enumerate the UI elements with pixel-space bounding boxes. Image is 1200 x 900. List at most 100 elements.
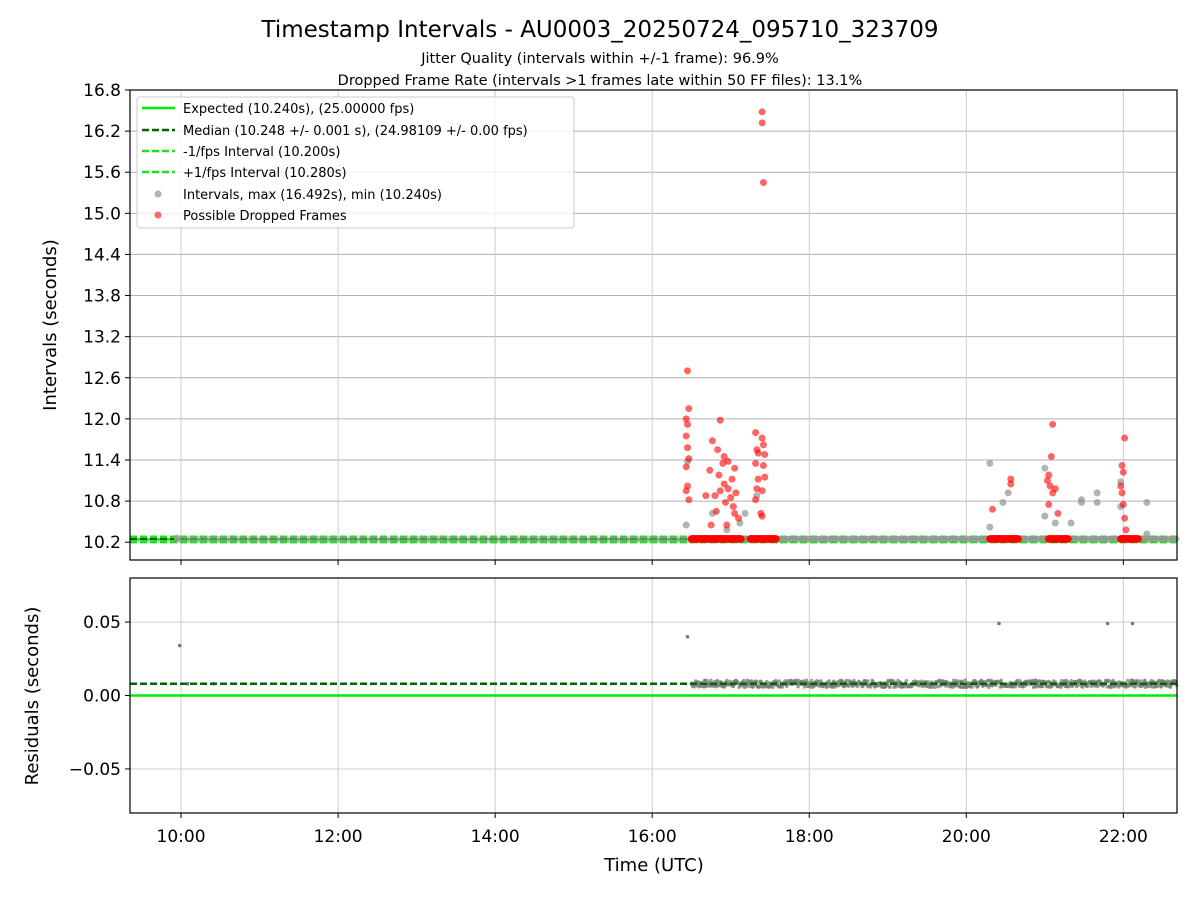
legend-box (136, 96, 575, 229)
interval-point (195, 535, 202, 542)
interval-point (404, 535, 411, 542)
interval-point (1093, 489, 1101, 497)
dropped-frame-point (685, 455, 693, 463)
dropped-frame-point (682, 415, 690, 423)
interval-point (1077, 498, 1085, 506)
residual-point (770, 685, 775, 690)
legend-dropped-label: Possible Dropped Frames (183, 209, 347, 224)
interval-point (535, 535, 542, 542)
residual-point (866, 679, 870, 683)
dropped-frame-point (1007, 475, 1015, 483)
interval-point (173, 534, 181, 542)
dropped-frame-point (682, 487, 690, 495)
residuals-y-axis-label: Residuals (seconds) (22, 607, 43, 786)
x-tick-label: 12:00 (314, 827, 363, 847)
intervals-y-tick-label: 10.2 (83, 533, 121, 553)
residual-point (777, 679, 782, 683)
dropped-frame-point (720, 453, 728, 461)
interval-point (362, 535, 369, 542)
interval-point (472, 535, 479, 542)
residual-point (709, 678, 713, 683)
interval-point (603, 535, 610, 542)
interval-point (336, 535, 343, 542)
residual-point (1159, 684, 1164, 689)
interval-point (352, 535, 359, 542)
dropped-frame-point (714, 446, 722, 454)
residual-point (1130, 621, 1135, 626)
residual-point (785, 684, 789, 689)
residual-point (751, 684, 756, 688)
interval-point (236, 535, 243, 542)
interval-point (571, 535, 578, 542)
dropped-frame-point (1118, 461, 1126, 469)
interval-point (467, 535, 474, 542)
residuals-x-axis: 10:00 12:00 14:00 16:00 18:00 20:00 22:00 (157, 813, 1148, 847)
interval-point (723, 526, 731, 534)
interval-point (1041, 512, 1049, 520)
interval-point (1004, 489, 1012, 497)
dropped-frame-point (732, 489, 740, 497)
interval-point (273, 535, 280, 542)
residual-point (933, 685, 938, 689)
x-tick-label: 14:00 (471, 827, 520, 847)
x-axis-label: Time (UTC) (603, 855, 704, 876)
interval-point (205, 535, 212, 542)
dropped-frame-point (1121, 434, 1129, 442)
dropped-frame-point (1118, 489, 1126, 497)
residual-point (846, 684, 851, 688)
interval-point (331, 535, 338, 542)
interval-point (325, 535, 332, 542)
interval-point (446, 535, 453, 542)
intervals-y-tick-label: 11.4 (83, 451, 121, 471)
interval-point (383, 535, 390, 542)
dropped-frame-point (723, 521, 731, 529)
interval-point (357, 535, 364, 542)
intervals-y-tick-label: 10.8 (83, 492, 121, 512)
intervals-plot-frame (129, 89, 1178, 561)
intervals-y-tick-label: 16.8 (83, 81, 121, 101)
interval-point (435, 535, 442, 542)
interval-point (320, 535, 327, 542)
interval-point (263, 535, 270, 542)
intervals-y-tick-label: 12.0 (83, 410, 121, 430)
intervals-panel: 10.2 10.8 11.4 12.0 12.6 13.2 13.8 14.4 15.0 15.6… (40, 81, 1180, 565)
interval-point (441, 535, 448, 542)
dropped-frame-point (759, 178, 767, 186)
dropped-frame-point (706, 466, 714, 474)
residual-point (827, 679, 832, 683)
interval-point (221, 535, 228, 542)
dropped-frame-point (716, 487, 724, 495)
dropped-frame-point (707, 521, 715, 529)
interval-point (619, 535, 626, 542)
interval-point (666, 535, 673, 542)
interval-point (284, 535, 291, 542)
residual-point (704, 678, 709, 683)
dropped-frame-point (724, 485, 732, 493)
dropped-frame-point (720, 480, 728, 488)
interval-point (294, 535, 301, 542)
intervals-y-tick-label: 14.4 (83, 245, 121, 265)
residuals-y-tick-label: 0.05 (83, 613, 121, 633)
interval-point (179, 535, 186, 542)
interval-point (598, 535, 605, 542)
dropped-frame-point (684, 420, 692, 428)
dropped-frame-point (1047, 453, 1055, 461)
dropped-frame-point (702, 492, 710, 500)
interval-point (1067, 519, 1075, 527)
dropped-frame-point (1043, 477, 1051, 485)
dropped-frame-point (716, 416, 724, 424)
dropped-frame-point (729, 503, 737, 511)
interval-point (986, 459, 994, 467)
interval-point (660, 535, 667, 542)
residual-point (755, 679, 759, 684)
intervals-y-tick-label: 16.2 (83, 122, 121, 142)
dropped-frame-point (715, 471, 723, 479)
x-tick-label: 18:00 (785, 827, 834, 847)
residuals-panel: 0.05 0.00 −0.05 10:00 12:00 14:00 16:00 18:00 2… (22, 577, 1179, 876)
dropped-frame-point (758, 108, 766, 116)
interval-point (999, 498, 1007, 506)
interval-point (640, 535, 647, 542)
dropped-frame-point (727, 494, 735, 502)
dropped-frame-point (1049, 420, 1057, 428)
interval-point (540, 535, 547, 542)
